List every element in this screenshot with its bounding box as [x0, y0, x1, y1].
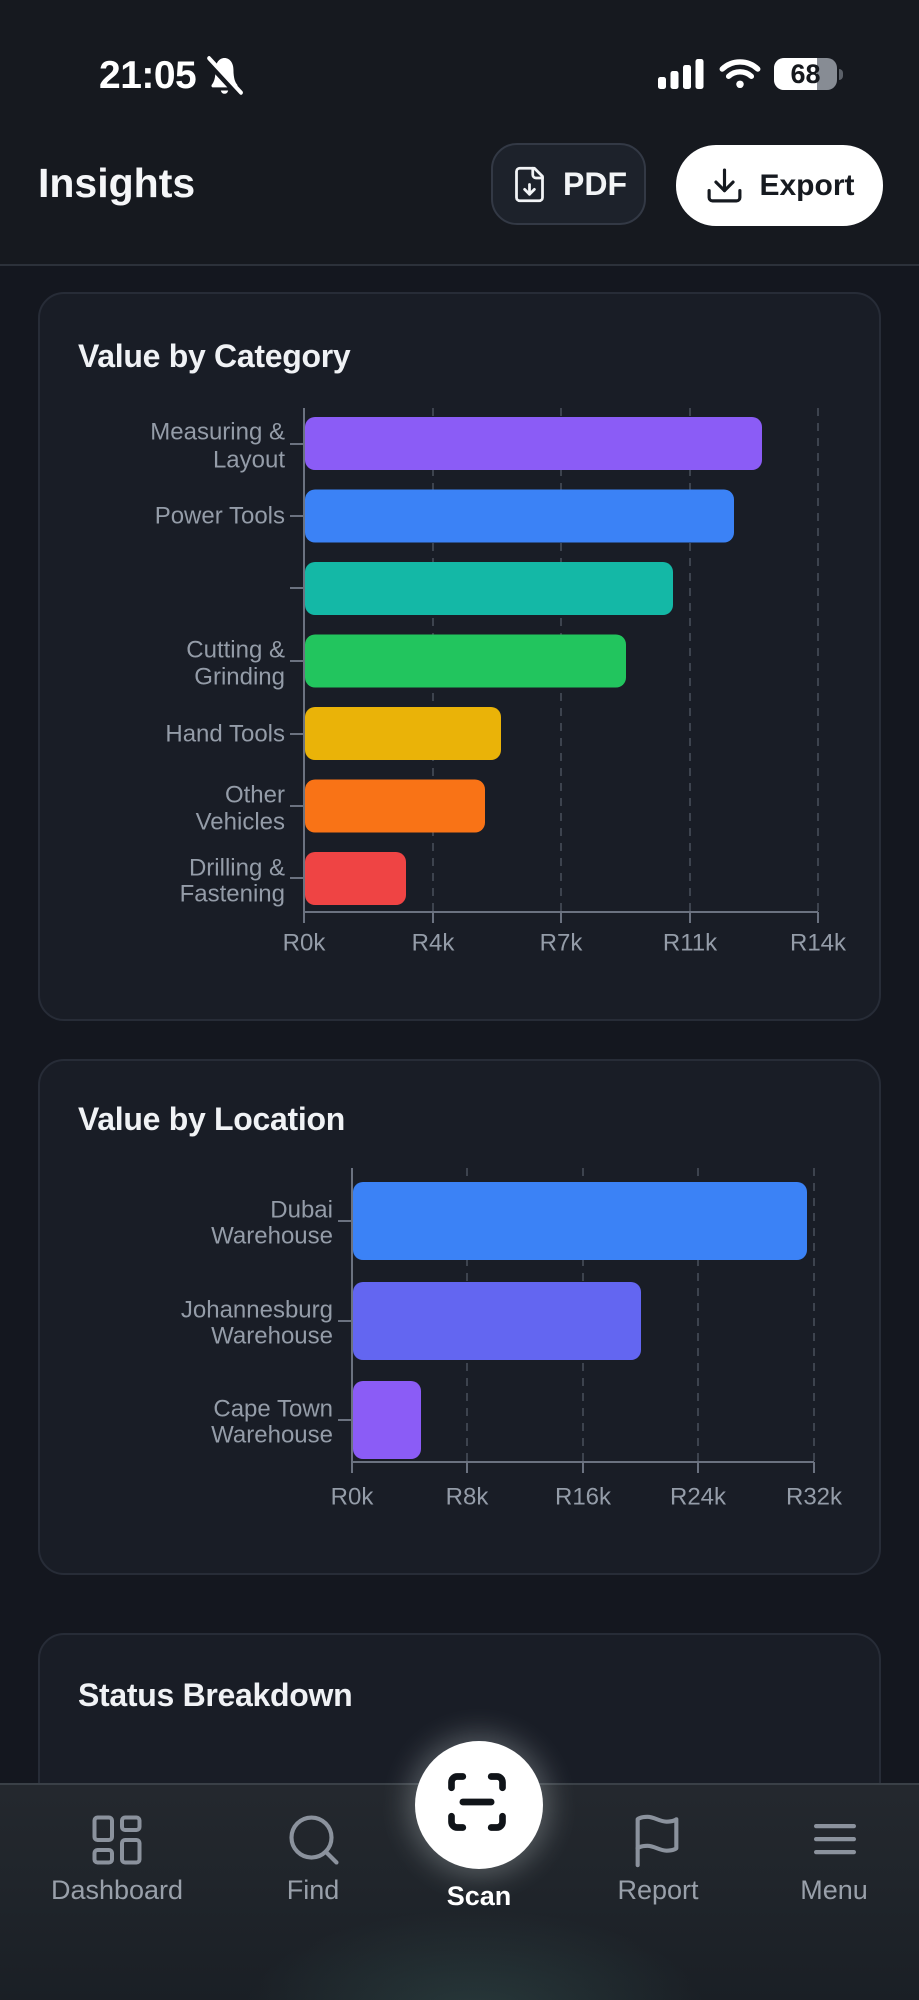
- svg-text:R32k: R32k: [786, 1484, 843, 1511]
- svg-text:R0k: R0k: [331, 1484, 375, 1511]
- svg-text:R14k: R14k: [790, 930, 847, 957]
- svg-text:Fastening: Fastening: [180, 881, 285, 908]
- svg-text:Grinding: Grinding: [194, 664, 285, 691]
- svg-text:Power Tools: Power Tools: [155, 503, 285, 530]
- svg-text:Warehouse: Warehouse: [211, 1323, 333, 1350]
- svg-text:Cape Town: Cape Town: [213, 1396, 333, 1423]
- svg-text:Vehicles: Vehicles: [196, 809, 285, 836]
- svg-text:Hand Tools: Hand Tools: [165, 721, 285, 748]
- svg-text:Dubai: Dubai: [270, 1197, 333, 1224]
- svg-text:Johannesburg: Johannesburg: [181, 1297, 333, 1324]
- svg-text:Measuring &: Measuring &: [150, 419, 285, 446]
- svg-text:R24k: R24k: [670, 1484, 727, 1511]
- svg-text:R0k: R0k: [283, 930, 327, 957]
- svg-text:R11k: R11k: [663, 930, 718, 957]
- svg-text:R4k: R4k: [412, 930, 456, 957]
- svg-text:Layout: Layout: [213, 447, 285, 474]
- svg-text:R8k: R8k: [446, 1484, 490, 1511]
- svg-text:Drilling &: Drilling &: [189, 855, 285, 882]
- svg-text:Warehouse: Warehouse: [211, 1422, 333, 1449]
- svg-text:Warehouse: Warehouse: [211, 1223, 333, 1250]
- svg-text:R7k: R7k: [540, 930, 584, 957]
- svg-text:R16k: R16k: [555, 1484, 612, 1511]
- svg-text:Other: Other: [225, 782, 285, 809]
- svg-text:Cutting &: Cutting &: [186, 637, 285, 664]
